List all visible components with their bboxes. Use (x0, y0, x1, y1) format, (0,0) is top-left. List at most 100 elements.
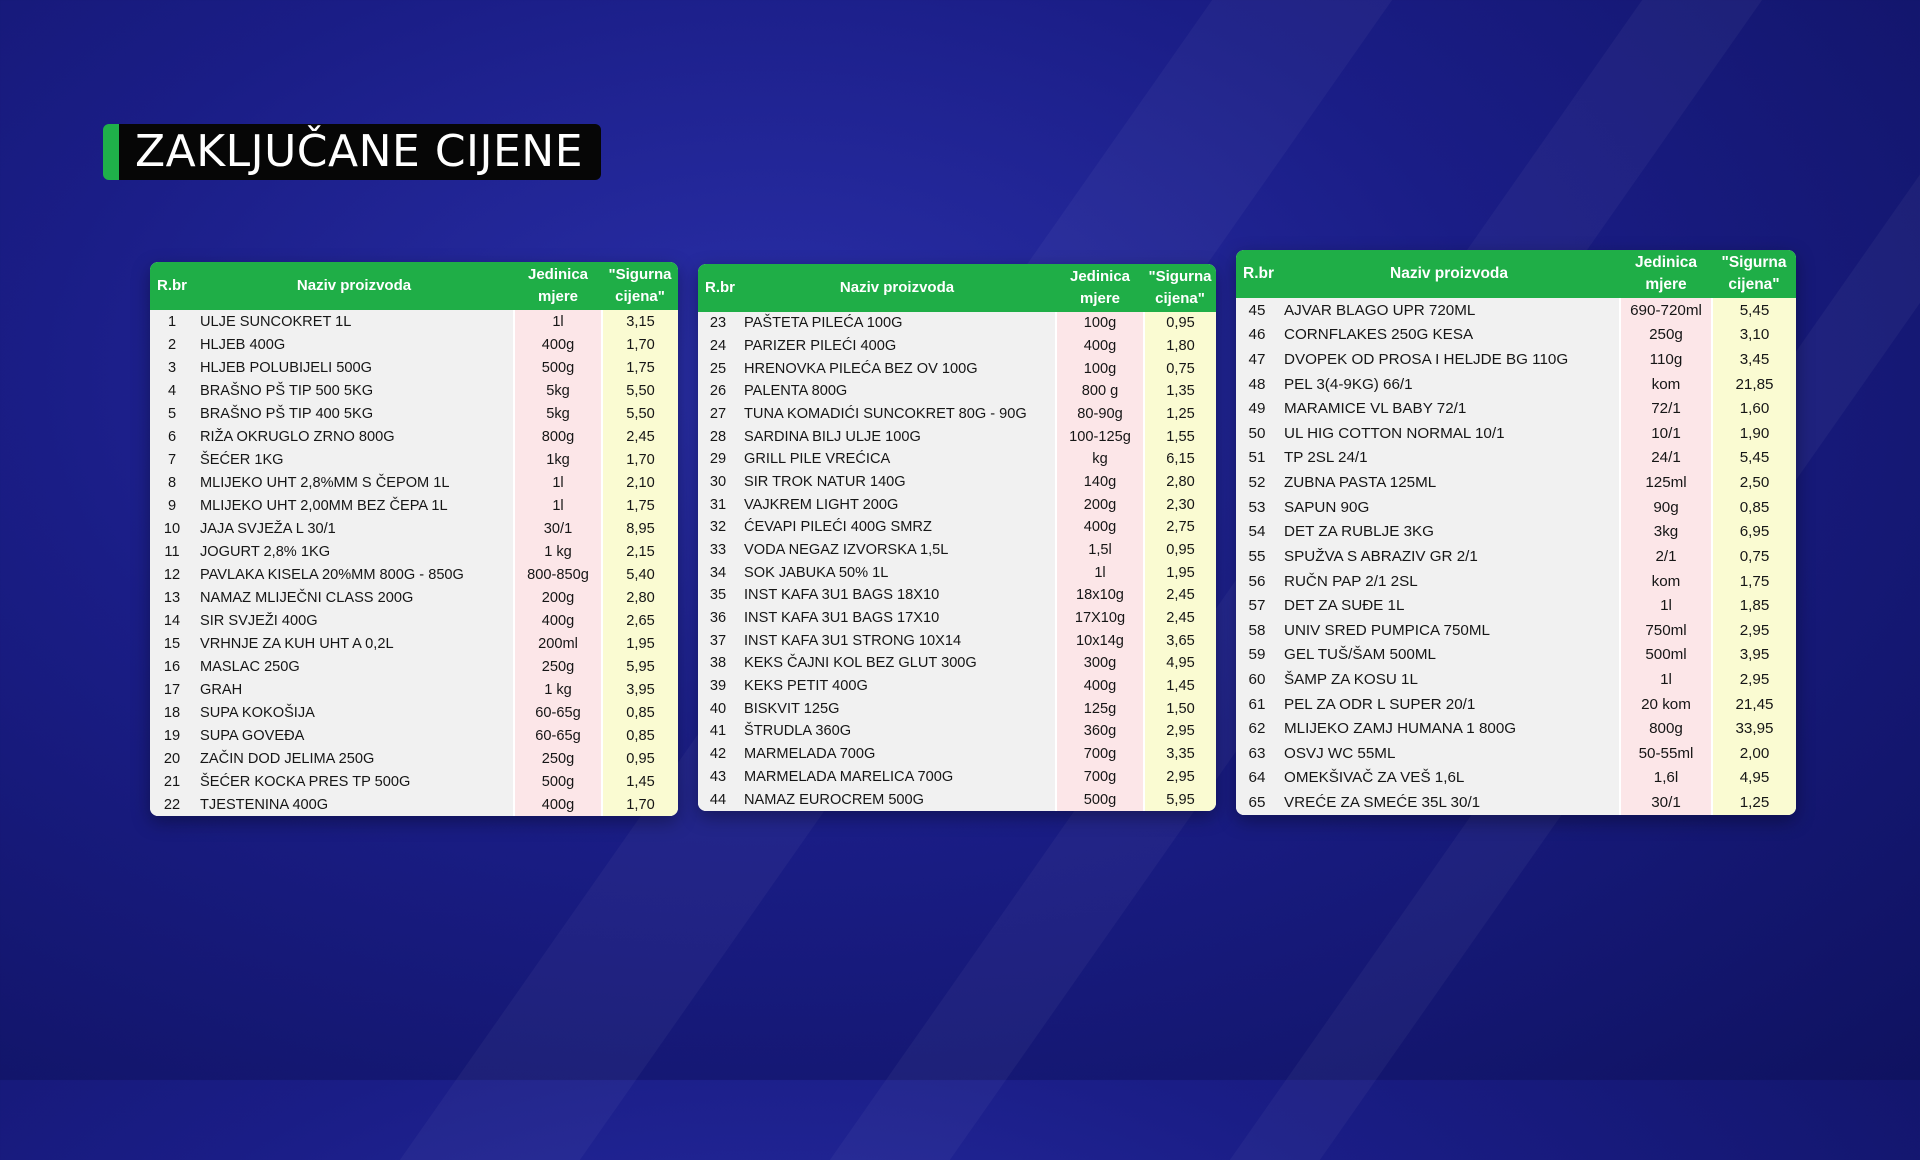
row-number: 41 (698, 720, 738, 743)
table-row: 61 PEL ZA ODR L SUPER 20/1 20 kom 21,45 (1236, 691, 1796, 717)
table-row: 19 SUPA GOVEĐA 60-65g 0,85 (150, 724, 678, 747)
table-row: 36 INST KAFA 3U1 BAGS 17X10 17X10g 2,45 (698, 606, 1216, 630)
safe-price: 2,10 (601, 471, 678, 494)
row-number: 16 (150, 655, 194, 678)
product-name: SUPA KOKOŠIJA (194, 701, 514, 724)
row-number: 62 (1236, 716, 1278, 741)
product-name: DET ZA RUBLJE 3KG (1278, 519, 1620, 545)
product-name: PEL 3(4-9KG) 66/1 (1278, 371, 1620, 397)
unit-of-measure: 250g (513, 655, 602, 678)
product-name: SPUŽVA S ABRAZIV GR 2/1 (1278, 544, 1620, 569)
safe-price: 21,85 (1711, 371, 1796, 397)
product-name: KEKS ČAJNI KOL BEZ GLUT 300G (738, 652, 1056, 675)
title-accent-bar (103, 124, 119, 180)
table-row: 59 GEL TUŠ/ŠAM 500ML 500ml 3,95 (1236, 642, 1796, 668)
product-name: ŠEĆER 1KG (194, 448, 514, 471)
row-number: 1 (150, 310, 194, 333)
unit-of-measure: kom (1619, 568, 1712, 594)
unit-of-measure: 5kg (513, 379, 602, 402)
unit-of-measure: kg (1055, 448, 1144, 471)
row-number: 48 (1236, 371, 1278, 397)
row-number: 46 (1236, 322, 1278, 348)
safe-price: 2,80 (601, 586, 678, 609)
safe-price: 2,95 (1143, 765, 1216, 789)
table-row: 40 BISKVIT 125G 125g 1,50 (698, 697, 1216, 721)
product-name: TUNA KOMADIĆI SUNCOKRET 80G - 90G (738, 402, 1056, 426)
unit-of-measure: 690-720ml (1619, 298, 1712, 323)
product-name: SUPA GOVEĐA (194, 724, 514, 747)
column-header-unit: Jedinica mjere (1056, 264, 1144, 312)
row-number: 32 (698, 516, 738, 539)
table-row: 54 DET ZA RUBLJE 3KG 3kg 6,95 (1236, 519, 1796, 545)
row-number: 6 (150, 425, 194, 448)
row-number: 34 (698, 561, 738, 585)
safe-price: 0,95 (1143, 538, 1216, 562)
row-number: 20 (150, 747, 194, 770)
row-number: 51 (1236, 445, 1278, 471)
product-name: SAPUN 90G (1278, 494, 1620, 520)
unit-of-measure: 1,5l (1055, 538, 1144, 562)
row-number: 23 (698, 312, 738, 335)
row-number: 2 (150, 333, 194, 356)
page-title: ZAKLJUČANE CIJENE (119, 124, 602, 180)
table-row: 9 MLIJEKO UHT 2,00MM BEZ ČEPA 1L 1l 1,75 (150, 494, 678, 517)
column-header-name: Naziv proizvoda (194, 262, 514, 310)
unit-of-measure: 400g (1055, 516, 1144, 539)
product-name: SARDINA BILJ ULJE 100G (738, 425, 1056, 449)
product-name: HLJEB POLUBIJELI 500G (194, 356, 514, 379)
price-table-1: R.br Naziv proizvoda Jedinica mjere "Sigu… (150, 262, 678, 816)
product-name: PARIZER PILEĆI 400G (738, 334, 1056, 358)
table-header-row: R.br Naziv proizvoda Jedinica mjere "Sigu… (1236, 250, 1796, 298)
table-row: 38 KEKS ČAJNI KOL BEZ GLUT 300G 300g 4,95 (698, 652, 1216, 675)
safe-price: 0,95 (1143, 312, 1216, 335)
table-row: 21 ŠEĆER KOCKA PRES TP 500G 500g 1,45 (150, 770, 678, 793)
safe-price: 3,35 (1143, 742, 1216, 766)
unit-of-measure: 72/1 (1619, 396, 1712, 422)
product-name: ZAČIN DOD JELIMA 250G (194, 747, 514, 770)
safe-price: 4,95 (1711, 765, 1796, 791)
unit-of-measure: 1kg (513, 448, 602, 471)
safe-price: 1,45 (601, 770, 678, 793)
product-name: UL HIG COTTON NORMAL 10/1 (1278, 421, 1620, 446)
table-row: 24 PARIZER PILEĆI 400G 400g 1,80 (698, 334, 1216, 358)
safe-price: 5,95 (1143, 788, 1216, 811)
product-name: ŠEĆER KOCKA PRES TP 500G (194, 770, 514, 793)
row-number: 64 (1236, 765, 1278, 791)
row-number: 15 (150, 632, 194, 655)
safe-price: 3,65 (1143, 629, 1216, 653)
unit-of-measure: 1,6l (1619, 765, 1712, 791)
product-name: VRHNJE ZA KUH UHT A 0,2L (194, 632, 514, 655)
row-number: 44 (698, 788, 738, 811)
unit-of-measure: 1 kg (513, 540, 602, 563)
product-name: BISKVIT 125G (738, 697, 1056, 721)
row-number: 30 (698, 470, 738, 494)
table-row: 20 ZAČIN DOD JELIMA 250G 250g 0,95 (150, 747, 678, 770)
unit-of-measure: kom (1619, 371, 1712, 397)
column-header-name: Naziv proizvoda (738, 264, 1056, 312)
table-row: 52 ZUBNA PASTA 125ML 125ml 2,50 (1236, 470, 1796, 495)
unit-of-measure: 110g (1619, 347, 1712, 372)
product-name: INST KAFA 3U1 BAGS 18X10 (738, 584, 1056, 607)
table-row: 16 MASLAC 250G 250g 5,95 (150, 655, 678, 678)
row-number: 57 (1236, 593, 1278, 618)
safe-price: 1,75 (601, 494, 678, 517)
unit-of-measure: 800 g (1055, 380, 1144, 403)
table-row: 62 MLIJEKO ZAMJ HUMANA 1 800G 800g 33,95 (1236, 716, 1796, 741)
table-row: 41 ŠTRUDLA 360G 360g 2,95 (698, 720, 1216, 743)
table-row: 10 JAJA SVJEŽA L 30/1 30/1 8,95 (150, 517, 678, 540)
unit-of-measure: 500ml (1619, 642, 1712, 668)
table-row: 58 UNIV SRED PUMPICA 750ML 750ml 2,95 (1236, 617, 1796, 643)
unit-of-measure: 125g (1055, 697, 1144, 721)
row-number: 37 (698, 629, 738, 653)
safe-price: 8,95 (601, 517, 678, 540)
unit-of-measure: 360g (1055, 720, 1144, 743)
safe-price: 5,50 (601, 402, 678, 425)
unit-of-measure: 1l (513, 471, 602, 494)
product-name: RIŽA OKRUGLO ZRNO 800G (194, 425, 514, 448)
safe-price: 21,45 (1711, 691, 1796, 717)
product-name: AJVAR BLAGO UPR 720ML (1278, 298, 1620, 323)
unit-of-measure: 400g (1055, 334, 1144, 358)
product-name: NAMAZ EUROCREM 500G (738, 788, 1056, 811)
row-number: 8 (150, 471, 194, 494)
unit-of-measure: 1l (1619, 667, 1712, 692)
